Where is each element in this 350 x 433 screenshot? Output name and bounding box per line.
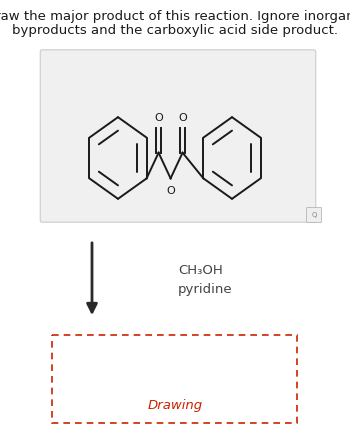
FancyBboxPatch shape bbox=[40, 50, 316, 222]
Text: Drawing: Drawing bbox=[147, 398, 203, 411]
Text: O: O bbox=[166, 186, 175, 196]
Text: O: O bbox=[154, 113, 163, 123]
Text: CH₃OH: CH₃OH bbox=[178, 264, 223, 277]
Text: Draw the major product of this reaction. Ignore inorganic: Draw the major product of this reaction.… bbox=[0, 10, 350, 23]
Text: O: O bbox=[178, 113, 187, 123]
FancyBboxPatch shape bbox=[307, 207, 321, 223]
Text: Q: Q bbox=[311, 212, 317, 218]
Text: pyridine: pyridine bbox=[178, 284, 233, 297]
Text: byproducts and the carboxylic acid side product.: byproducts and the carboxylic acid side … bbox=[12, 24, 338, 37]
